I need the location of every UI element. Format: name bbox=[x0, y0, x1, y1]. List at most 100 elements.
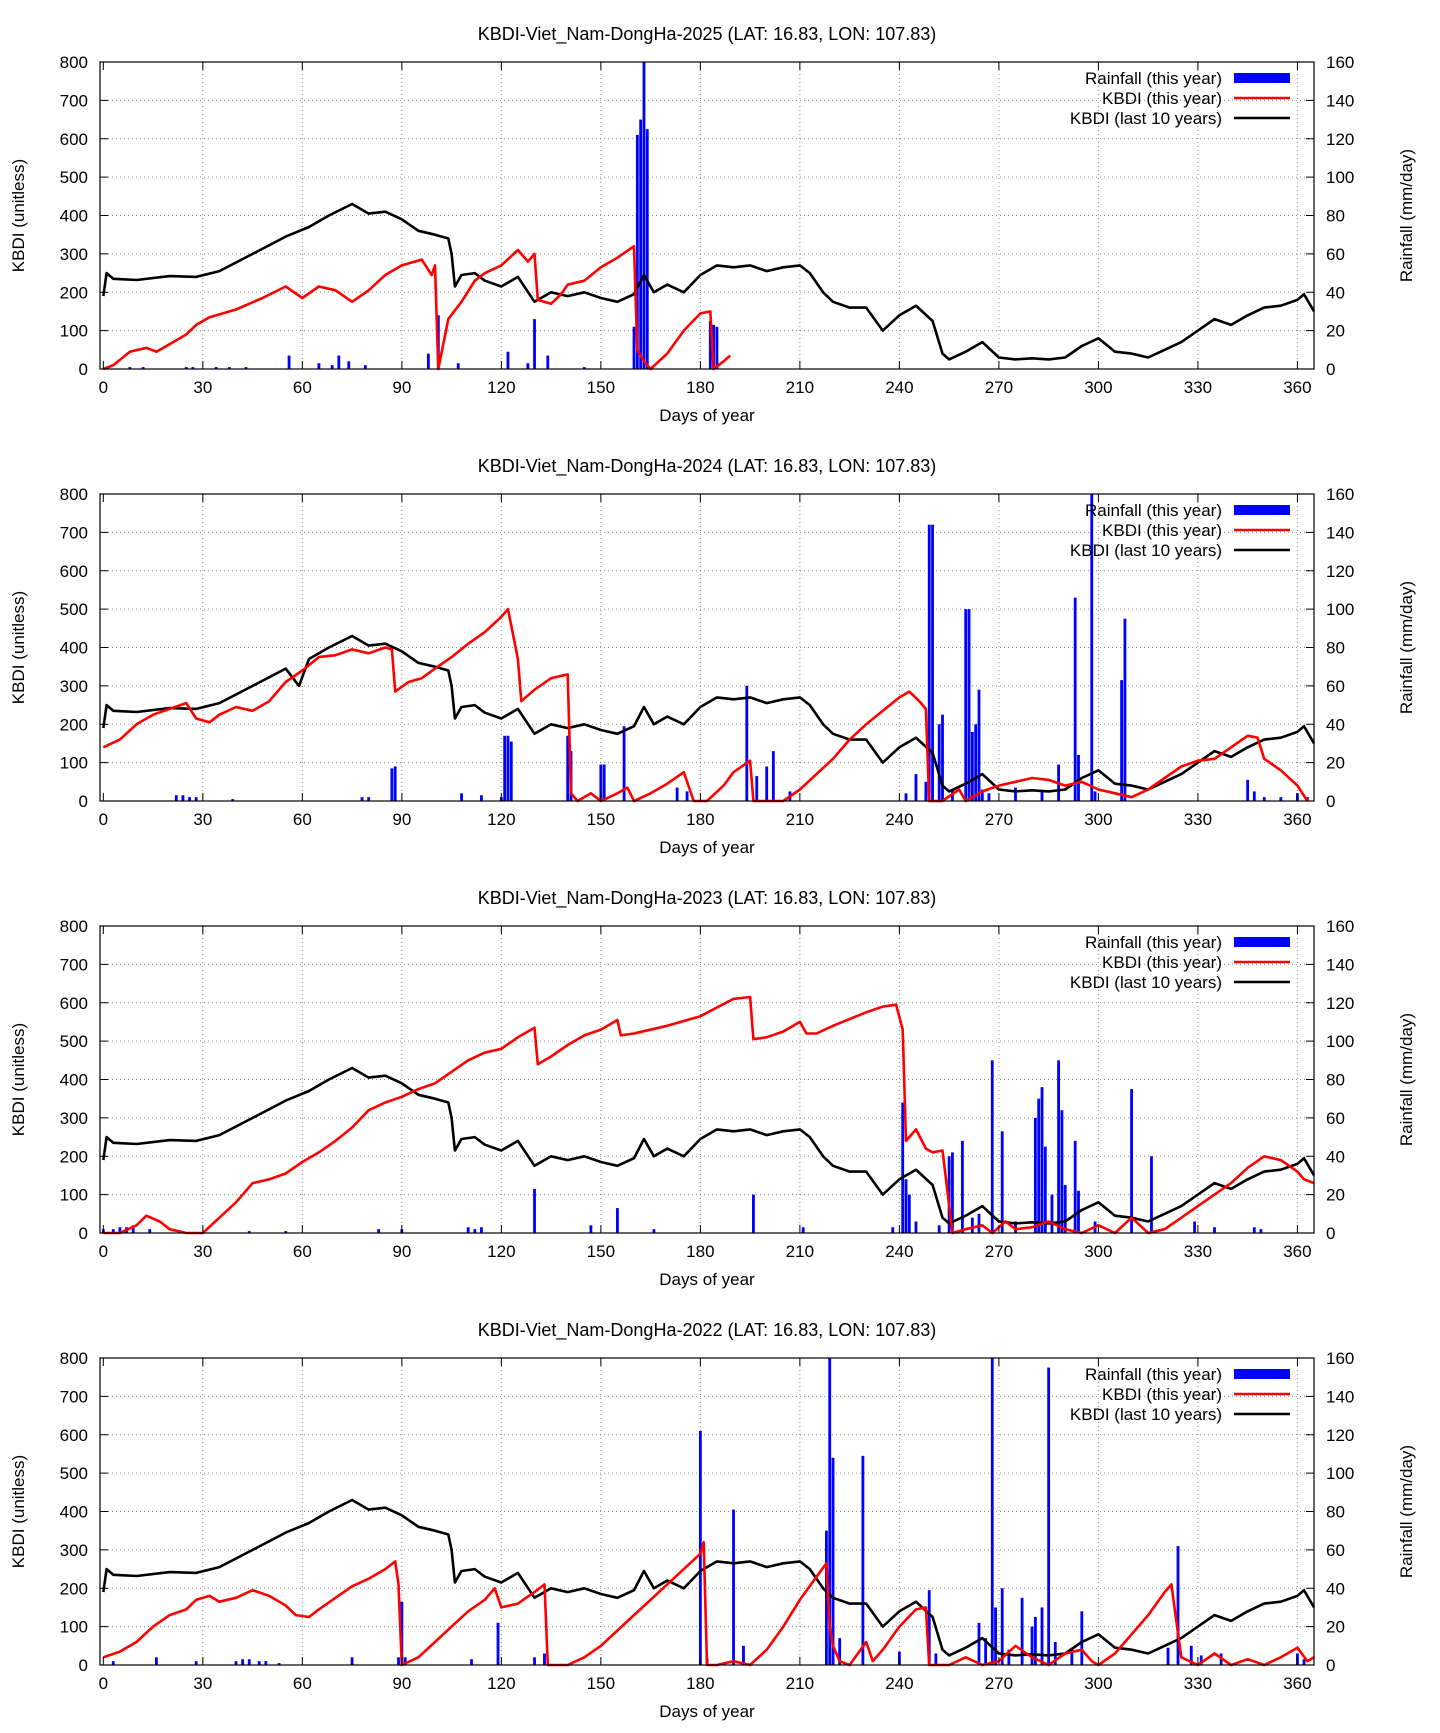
rainfall-bar bbox=[247, 1659, 251, 1665]
legend-label: KBDI (this year) bbox=[1102, 1385, 1222, 1404]
y-right-tick-label: 60 bbox=[1326, 1541, 1345, 1560]
rainfall-bar bbox=[181, 795, 185, 801]
legend-label: Rainfall (this year) bbox=[1085, 69, 1222, 88]
y-right-tick-label: 80 bbox=[1326, 1503, 1345, 1522]
rainfall-bar bbox=[1073, 1140, 1077, 1233]
rainfall-bar bbox=[317, 363, 321, 369]
y-right-tick-label: 0 bbox=[1326, 1656, 1335, 1675]
x-tick-label: 150 bbox=[587, 378, 615, 397]
y-right-tick-label: 80 bbox=[1326, 207, 1345, 226]
chart-panel-3: KBDI-Viet_Nam-DongHa-2023 (LAT: 16.83, L… bbox=[9, 888, 1416, 1289]
rainfall-bar bbox=[1063, 1185, 1067, 1233]
rainfall-bar bbox=[987, 793, 991, 801]
x-tick-label: 330 bbox=[1184, 378, 1212, 397]
x-tick-label: 60 bbox=[293, 810, 312, 829]
x-tick-label: 240 bbox=[885, 810, 913, 829]
rainfall-bar bbox=[526, 363, 530, 369]
rainfall-bar bbox=[951, 1152, 954, 1233]
x-tick-label: 330 bbox=[1184, 1674, 1212, 1693]
rainfall-bar bbox=[994, 1607, 997, 1665]
rainfall-bar bbox=[1057, 1060, 1061, 1233]
rainfall-bar bbox=[393, 766, 397, 801]
rainfall-bar bbox=[1050, 1194, 1054, 1233]
x-axis-label: Days of year bbox=[659, 1702, 755, 1721]
rainfall-bar bbox=[1000, 1131, 1004, 1233]
rainfall-bar bbox=[602, 764, 606, 801]
rainfall-bar bbox=[1259, 1229, 1263, 1233]
rainfall-bar bbox=[1040, 1607, 1044, 1665]
rainfall-bar bbox=[480, 1227, 483, 1233]
rainfall-bar bbox=[470, 1659, 473, 1665]
x-tick-label: 150 bbox=[587, 810, 615, 829]
rainfall-bar bbox=[1093, 791, 1097, 801]
chart-title: KBDI-Viet_Nam-DongHa-2022 (LAT: 16.83, L… bbox=[478, 1320, 937, 1341]
y-right-tick-label: 80 bbox=[1326, 1071, 1345, 1090]
rainfall-bar bbox=[891, 1227, 895, 1233]
rainfall-bar bbox=[904, 793, 908, 801]
rainfall-bar bbox=[257, 1661, 261, 1665]
rainfall-bar bbox=[1077, 754, 1080, 801]
y-right-tick-label: 140 bbox=[1326, 955, 1354, 974]
rainfall-bar bbox=[1213, 1227, 1216, 1233]
y-left-tick-label: 700 bbox=[60, 91, 88, 110]
rainfall-bar bbox=[347, 361, 351, 369]
rainfall-bar bbox=[1040, 791, 1044, 801]
y-left-tick-label: 100 bbox=[60, 322, 88, 341]
rainfall-bar bbox=[1033, 1117, 1037, 1233]
rainfall-bar bbox=[111, 1661, 115, 1665]
rainfall-bar bbox=[456, 363, 460, 369]
rainfall-bar bbox=[937, 1225, 941, 1233]
rainfall-bar bbox=[907, 1194, 911, 1233]
x-tick-label: 150 bbox=[587, 1242, 615, 1261]
rainfall-bar bbox=[642, 62, 646, 369]
x-tick-label: 30 bbox=[193, 1242, 212, 1261]
rainfall-bar bbox=[645, 129, 649, 369]
rainfall-bar bbox=[363, 365, 367, 369]
rainfall-bar bbox=[1199, 1655, 1203, 1665]
legend-swatch-rainfall bbox=[1234, 73, 1290, 83]
rainfall-bar bbox=[367, 797, 371, 801]
rainfall-bar bbox=[1189, 1645, 1193, 1665]
y-right-axis-label: Rainfall (mm/day) bbox=[1397, 1445, 1416, 1578]
legend-label: KBDI (last 10 years) bbox=[1070, 1405, 1222, 1424]
rainfall-bar bbox=[214, 367, 218, 369]
x-tick-label: 240 bbox=[885, 378, 913, 397]
y-left-tick-label: 600 bbox=[60, 130, 88, 149]
x-tick-label: 360 bbox=[1283, 1674, 1311, 1693]
y-left-tick-label: 800 bbox=[60, 1349, 88, 1368]
x-tick-label: 0 bbox=[99, 1242, 108, 1261]
x-tick-label: 60 bbox=[293, 1242, 312, 1261]
rainfall-bar bbox=[506, 351, 510, 369]
x-tick-label: 90 bbox=[392, 378, 411, 397]
x-tick-label: 180 bbox=[686, 378, 714, 397]
rainfall-bar bbox=[1060, 1110, 1064, 1233]
rainfall-bar bbox=[1080, 1611, 1084, 1665]
y-left-tick-label: 500 bbox=[60, 600, 88, 619]
rainfall-bar bbox=[990, 1358, 994, 1665]
x-tick-label: 120 bbox=[487, 1674, 515, 1693]
x-tick-label: 210 bbox=[786, 810, 814, 829]
x-tick-label: 300 bbox=[1084, 1242, 1112, 1261]
x-tick-label: 180 bbox=[686, 1242, 714, 1261]
rainfall-bar bbox=[397, 1657, 400, 1665]
rainfall-bar bbox=[937, 724, 941, 801]
y-right-tick-label: 60 bbox=[1326, 245, 1345, 264]
rainfall-bar bbox=[1166, 1647, 1170, 1665]
rainfall-bar bbox=[622, 726, 626, 801]
y-left-tick-label: 100 bbox=[60, 1618, 88, 1637]
rainfall-bar bbox=[1000, 1588, 1004, 1665]
rainfall-bar bbox=[1120, 680, 1124, 801]
y-left-tick-label: 300 bbox=[60, 1109, 88, 1128]
rainfall-bar bbox=[970, 731, 974, 801]
rainfall-bar bbox=[698, 1430, 702, 1665]
y-right-tick-label: 160 bbox=[1326, 917, 1354, 936]
rainfall-bar bbox=[1252, 1227, 1256, 1233]
rainfall-bar bbox=[244, 367, 248, 369]
rainfall-bar bbox=[934, 1653, 938, 1665]
rainfall-bar bbox=[533, 1657, 536, 1665]
x-tick-label: 210 bbox=[786, 1674, 814, 1693]
rainfall-bar bbox=[503, 735, 507, 801]
rainfall-bar bbox=[901, 1102, 905, 1233]
legend-swatch-rainfall bbox=[1234, 937, 1290, 947]
x-tick-label: 210 bbox=[786, 378, 814, 397]
